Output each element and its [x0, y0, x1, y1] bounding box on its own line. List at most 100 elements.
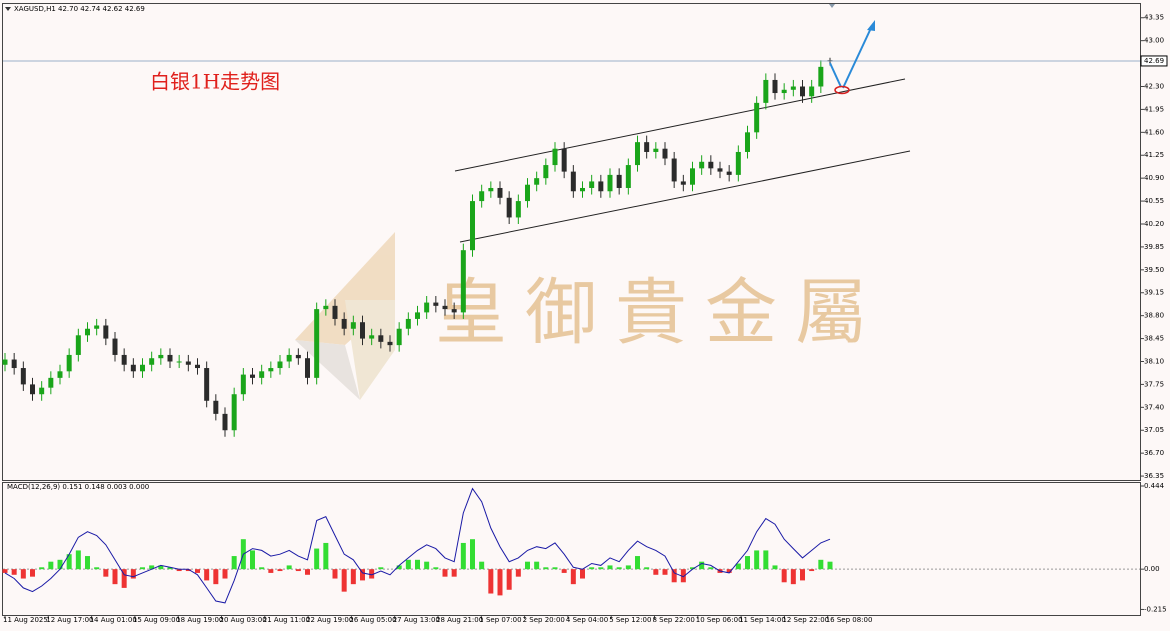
candle-body [534, 178, 540, 185]
y-tick-label: 0.00 [1144, 565, 1160, 573]
candle-body [497, 187, 503, 198]
shift-marker [829, 4, 835, 8]
candle-body [268, 368, 274, 372]
histogram-bar [350, 569, 356, 585]
x-tick-label: 11 Sep 14:00 [739, 616, 786, 624]
candle-body [451, 309, 457, 313]
candle-body [323, 305, 329, 310]
chart-annotation: 白银1H走势图 [150, 70, 280, 94]
histogram-bar [433, 567, 439, 570]
forecast-arrows [829, 20, 875, 95]
candle-body [185, 361, 191, 365]
y-tick-label: 39.15 [1144, 289, 1164, 297]
histogram-bar [460, 542, 466, 570]
x-tick-label: 22 Aug 19:00 [306, 616, 353, 624]
candle-body [204, 368, 210, 401]
candle-body [515, 201, 521, 218]
menu-icon[interactable] [5, 7, 11, 11]
histogram-bar [561, 569, 567, 573]
candle-body [369, 335, 375, 339]
histogram-bar [625, 565, 631, 570]
x-tick-label: 4 Sep 04:00 [566, 616, 608, 624]
candle-body [525, 184, 530, 202]
y-tick-label: 38.10 [1144, 357, 1164, 365]
candle-body [735, 151, 741, 175]
candle-body [314, 309, 320, 378]
candle-body [94, 325, 100, 329]
y-tick-label: 0.444 [1144, 482, 1165, 490]
candle-body [66, 354, 72, 372]
histogram-bar [726, 569, 732, 573]
watermark-text: 皇御貴金屬 [435, 271, 885, 355]
candle-body [717, 168, 723, 172]
histogram-bar [268, 569, 274, 573]
candle-body [30, 384, 35, 395]
histogram-bar [488, 569, 494, 594]
y-tick-label: -0.215 [1144, 605, 1167, 613]
x-tick-label: 8 Sep 22:00 [653, 616, 695, 624]
candle-body [240, 374, 246, 395]
candle-body [149, 358, 155, 365]
histogram-bar [680, 569, 686, 583]
candle-body [424, 302, 430, 313]
histogram-bar [250, 550, 255, 570]
candle-body [433, 302, 439, 306]
histogram-bar [589, 567, 595, 570]
histogram-bar [405, 559, 411, 570]
candle-body [341, 318, 347, 329]
x-tick-label: 5 Sep 12:00 [609, 616, 651, 624]
x-tick-label: 21 Aug 11:00 [263, 616, 310, 624]
candle-body [75, 335, 81, 355]
candle-body [140, 364, 145, 372]
candle-body [662, 148, 668, 159]
candle-body [745, 132, 750, 152]
histogram-bar [360, 569, 365, 581]
candle-body [552, 148, 558, 166]
histogram-bar [85, 556, 90, 570]
histogram-bar [94, 567, 100, 570]
histogram-bar [2, 569, 8, 573]
macd-panel [2, 482, 1141, 616]
candle-body [286, 354, 292, 362]
candle-body [442, 305, 448, 310]
candle-body [790, 86, 796, 90]
histogram-bar [607, 565, 613, 570]
candle-body [48, 377, 54, 388]
y-tick-label: 36.35 [1144, 472, 1164, 480]
x-tick-label: 12 Aug 17:00 [46, 616, 93, 624]
histogram-bar [231, 556, 237, 570]
histogram-bar [451, 569, 457, 577]
candle-body [644, 142, 650, 152]
histogram-bar [818, 559, 824, 570]
candle-body [396, 328, 402, 346]
histogram-bar [11, 569, 17, 575]
watermark-logo [295, 232, 395, 400]
histogram-bar [735, 563, 741, 570]
candle-body [85, 328, 90, 336]
histogram-bar [213, 569, 219, 585]
histogram-bar [790, 569, 796, 585]
candle-body [561, 148, 567, 172]
y-tick-label: 39.50 [1144, 266, 1164, 274]
x-tick-label: 11 Aug 2025 [3, 616, 48, 624]
y-tick-label: 39.85 [1144, 243, 1164, 251]
candle-body [213, 400, 219, 414]
candle-body [2, 359, 8, 365]
histogram-bar [827, 561, 833, 570]
histogram-bar [763, 550, 769, 570]
y-tick-label: 40.20 [1144, 220, 1164, 228]
histogram-bar [314, 548, 320, 570]
candle-body [305, 358, 310, 378]
histogram-bar [552, 567, 558, 570]
histogram-bar [140, 567, 145, 570]
histogram-bar [809, 569, 815, 572]
x-tick-label: 16 Sep 08:00 [826, 616, 873, 624]
histogram-bar [699, 561, 705, 570]
histogram-bar [259, 567, 265, 570]
x-tick-label: 14 Aug 01:00 [90, 616, 137, 624]
histogram-bar [204, 569, 210, 581]
histogram-bar [671, 569, 677, 583]
histogram-bar [277, 569, 283, 572]
